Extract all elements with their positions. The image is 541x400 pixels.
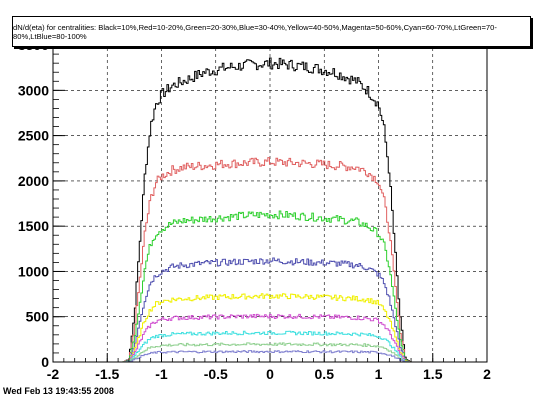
- series-group: [118, 57, 423, 363]
- y-tick-label: 3000: [18, 82, 49, 98]
- grid: [52, 36, 488, 363]
- timestamp: Wed Feb 13 19:43:55 2008: [3, 386, 114, 396]
- x-tick-label: 1: [375, 366, 383, 382]
- x-tick-label: 0.5: [315, 366, 335, 382]
- x-tick-label: 0: [266, 366, 274, 382]
- series-line-7: [118, 342, 423, 363]
- y-tick-label: 1500: [18, 218, 49, 234]
- y-tick-label: 2500: [18, 128, 49, 144]
- series-line-5: [118, 313, 423, 363]
- y-tick-label: 2000: [18, 173, 49, 189]
- x-tick-label: -1: [155, 366, 168, 382]
- series-line-6: [118, 330, 423, 363]
- x-tick-label: 1.5: [423, 366, 443, 382]
- y-tick-label: 0: [41, 354, 49, 370]
- y-tick-label: 1000: [18, 263, 49, 279]
- y-tick-label: 500: [26, 309, 50, 325]
- x-tick-label: -1.5: [95, 366, 119, 382]
- series-line-3: [118, 257, 423, 363]
- chart-title: dN/d(eta) for centralities: Black=10%,Re…: [12, 16, 531, 47]
- x-tick-label: 2: [483, 366, 491, 382]
- series-line-2: [118, 210, 423, 363]
- series-line-0: [118, 57, 423, 363]
- series-line-1: [118, 157, 423, 363]
- series-line-4: [118, 293, 423, 363]
- series-line-8: [118, 350, 423, 363]
- x-tick-label: -0.5: [204, 366, 228, 382]
- x-tick-label: -2: [47, 366, 60, 382]
- axis-ticks: -2 -1.5 -1 -0.5 0 0.5 1 1.5 2 0 500 1000 1500 2000 250…: [18, 35, 491, 382]
